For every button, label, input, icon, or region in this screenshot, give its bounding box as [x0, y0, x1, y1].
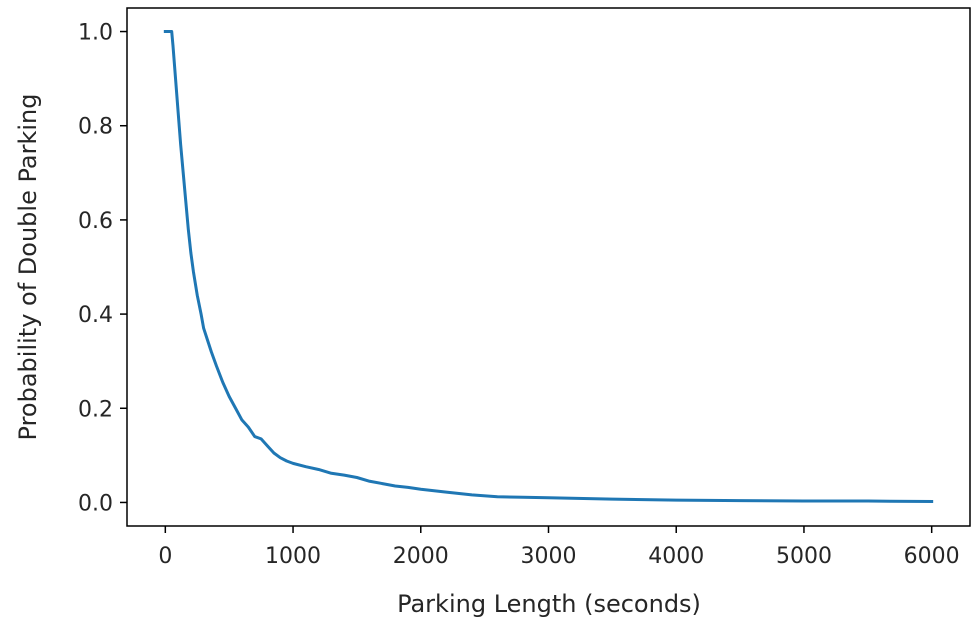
x-axis-ticks: 0 1000 2000 3000 4000 5000 6000: [158, 526, 960, 569]
y-axis-ticks: 0.0 0.2 0.4 0.6 0.8 1.0: [78, 21, 127, 516]
y-tick-label: 1.0: [78, 21, 113, 46]
y-tick-label: 0.4: [78, 303, 113, 328]
x-tick-label: 1000: [265, 544, 321, 569]
x-tick-label: 2000: [393, 544, 449, 569]
x-axis-label: Parking Length (seconds): [397, 590, 701, 618]
y-axis-label: Probability of Double Parking: [14, 94, 42, 441]
y-tick-label: 0.6: [78, 209, 113, 234]
chart-marks: [163, 30, 934, 504]
x-tick-label: 4000: [648, 544, 704, 569]
x-tick-label: 5000: [776, 544, 832, 569]
series-line: [163, 30, 934, 504]
x-tick-label: 0: [158, 544, 172, 569]
x-tick-label: 6000: [904, 544, 960, 569]
y-tick-label: 0.8: [78, 115, 113, 140]
x-tick-label: 3000: [521, 544, 577, 569]
y-tick-label: 0.0: [78, 491, 113, 516]
y-tick-label: 0.2: [78, 397, 113, 422]
